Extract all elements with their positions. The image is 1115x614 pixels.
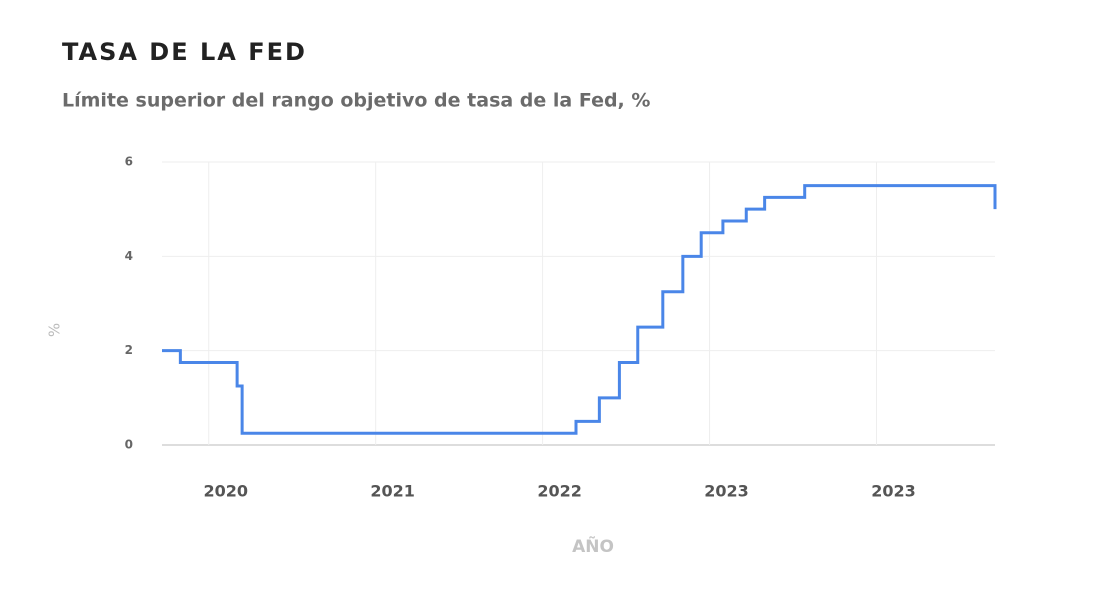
chart-subtitle: Límite superior del rango objetivo de ta… (62, 90, 650, 112)
x-tick-label: 2023 (704, 482, 749, 501)
x-tick-label: 2022 (537, 482, 582, 501)
y-tick-label: 0 (125, 438, 133, 452)
y-tick-label: 4 (125, 249, 133, 263)
x-tick-label: 2021 (370, 482, 415, 501)
y-axis-label: % (46, 323, 64, 337)
data-line (162, 184, 997, 435)
x-tick-label: 2023 (871, 482, 916, 501)
x-tick-label: 2020 (203, 482, 248, 501)
chart-title: TASA DE LA FED (62, 38, 307, 66)
y-tick-label: 2 (125, 343, 133, 357)
x-axis-label: AÑO (572, 534, 614, 557)
y-tick-label: 6 (125, 155, 133, 169)
